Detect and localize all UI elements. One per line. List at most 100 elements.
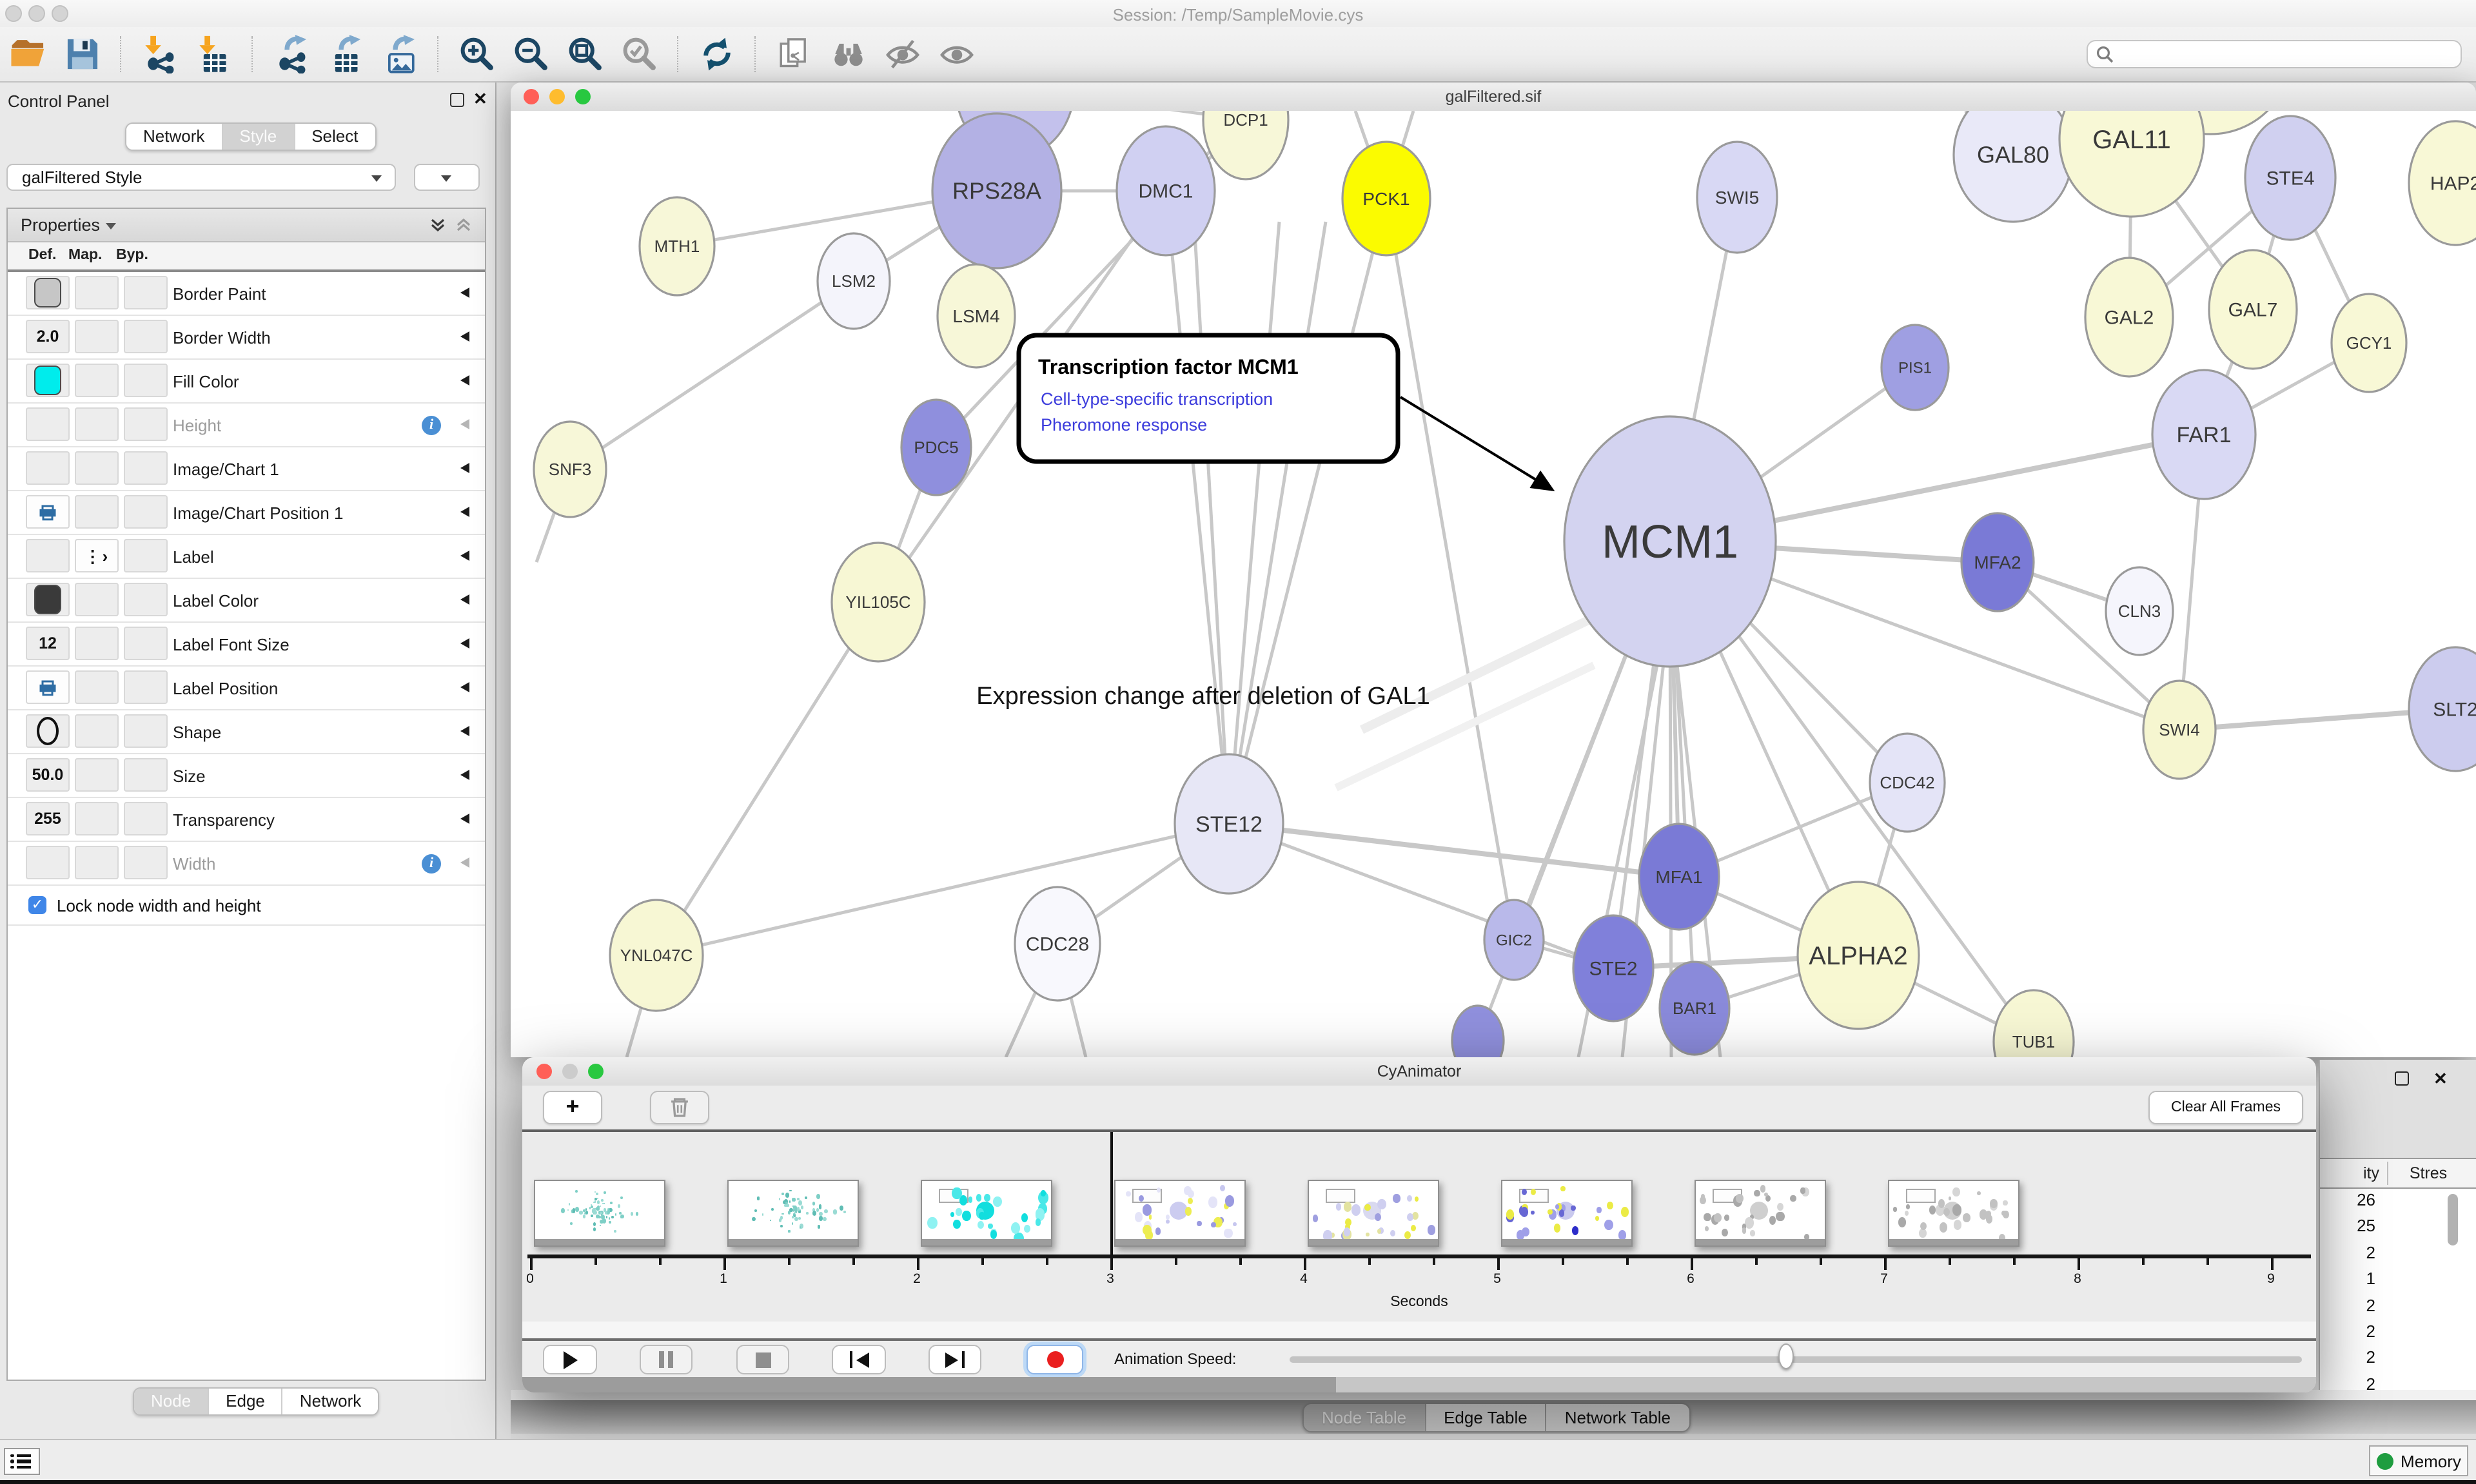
network-node-mfa1[interactable]: MFA1	[1638, 823, 1720, 931]
network-node-mfa2[interactable]: MFA2	[1960, 512, 2035, 612]
frame-thumbnail-0[interactable]	[534, 1180, 665, 1247]
bypass-cell[interactable]	[124, 670, 168, 704]
edge[interactable]	[654, 601, 880, 957]
expand-property-icon[interactable]	[460, 682, 469, 692]
tab-select[interactable]: Select	[295, 124, 375, 150]
lock-size-checkbox[interactable]: ✓	[28, 896, 46, 914]
table-row[interactable]: 26	[2320, 1189, 2476, 1215]
edge[interactable]	[1164, 190, 1231, 825]
float-panel-icon[interactable]	[2395, 1071, 2409, 1086]
default-value-cell[interactable]	[26, 714, 70, 748]
edge[interactable]	[1334, 661, 1596, 792]
task-history-button[interactable]	[4, 1448, 40, 1475]
tab-node[interactable]: Node	[134, 1389, 210, 1414]
network-node-dcp1[interactable]: DCP1	[1202, 111, 1290, 181]
edge[interactable]	[1228, 822, 1614, 970]
bypass-cell[interactable]	[124, 451, 168, 485]
network-node-mcm1[interactable]: MCM1	[1563, 415, 1777, 668]
bypass-cell[interactable]	[124, 539, 168, 572]
network-node-cdc28[interactable]: CDC28	[1014, 886, 1101, 1002]
node-table-header[interactable]: ity Stres	[2320, 1159, 2476, 1189]
network-node-hap2[interactable]: HAP2	[2408, 120, 2476, 246]
mapping-cell[interactable]	[75, 758, 119, 792]
default-value-cell[interactable]	[26, 846, 70, 879]
style-options-button[interactable]	[414, 164, 480, 191]
network-node-ste12[interactable]: STE12	[1174, 753, 1284, 895]
network-node-p1[interactable]	[1451, 1004, 1505, 1057]
table-row[interactable]: 2	[2320, 1320, 2476, 1347]
record-button[interactable]	[1027, 1345, 1083, 1374]
bypass-cell[interactable]	[124, 627, 168, 660]
zoom-window-icon[interactable]	[52, 5, 68, 22]
open-session-button[interactable]	[9, 35, 48, 73]
refresh-button[interactable]	[698, 35, 736, 73]
frame-thumbnail-3[interactable]	[1114, 1180, 1246, 1247]
timeline-area[interactable]: 0 1 2 3 4 5 6 7 8 9 Seconds	[522, 1132, 2316, 1338]
default-value-cell[interactable]	[26, 407, 70, 441]
frame-thumbnail-6[interactable]	[1695, 1180, 1826, 1247]
mapping-cell[interactable]	[75, 802, 119, 835]
timeline-playhead[interactable]	[1110, 1132, 1112, 1255]
hide-selected-button[interactable]	[883, 35, 922, 73]
memory-button[interactable]: Memory	[2369, 1445, 2468, 1476]
edge[interactable]	[1227, 221, 1328, 825]
expand-property-icon[interactable]	[460, 638, 469, 649]
tab-network-table[interactable]: Network Table	[1546, 1404, 1689, 1431]
animation-speed-slider[interactable]	[1290, 1356, 2302, 1363]
zoom-in-button[interactable]	[458, 35, 496, 73]
tab-edge-table[interactable]: Edge Table	[1426, 1404, 1547, 1431]
import-network-button[interactable]	[141, 35, 179, 73]
mapping-cell[interactable]	[75, 276, 119, 309]
expand-all-icon[interactable]	[429, 217, 446, 233]
position-icon[interactable]	[26, 670, 70, 704]
network-node-pis1[interactable]: PIS1	[1880, 324, 1950, 411]
default-value-cell[interactable]	[26, 539, 70, 572]
expand-property-icon[interactable]	[460, 375, 469, 386]
save-session-button[interactable]	[63, 35, 102, 73]
tab-edge[interactable]: Edge	[209, 1389, 283, 1414]
close-window-icon[interactable]	[536, 1064, 552, 1079]
bypass-cell[interactable]	[124, 276, 168, 309]
network-node-slt2[interactable]: SLT2	[2408, 646, 2476, 772]
mapping-cell[interactable]	[75, 583, 119, 616]
bypass-cell[interactable]	[124, 320, 168, 353]
float-panel-icon[interactable]	[450, 93, 464, 107]
stop-button[interactable]	[736, 1345, 789, 1374]
properties-header[interactable]: Properties	[8, 209, 485, 242]
mapping-cell[interactable]	[75, 714, 119, 748]
edge[interactable]	[1228, 821, 1680, 879]
network-node-pdc5[interactable]: PDC5	[900, 398, 972, 496]
edge[interactable]	[1384, 198, 1516, 941]
zoom-selected-button[interactable]	[620, 35, 659, 73]
default-value-cell[interactable]	[26, 451, 70, 485]
zoom-out-button[interactable]	[512, 35, 551, 73]
mapping-cell[interactable]	[75, 320, 119, 353]
default-value-cell[interactable]	[26, 276, 70, 309]
edge[interactable]	[569, 279, 855, 471]
edge[interactable]	[1192, 221, 1231, 825]
export-image-button[interactable]	[380, 35, 419, 73]
network-node-mth1[interactable]: MTH1	[638, 196, 716, 297]
expand-property-icon[interactable]	[460, 507, 469, 517]
default-value-cell[interactable]: 2.0	[26, 320, 70, 353]
tab-node-table[interactable]: Node Table	[1304, 1404, 1426, 1431]
network-node-rps28a[interactable]: RPS28A	[931, 112, 1063, 269]
export-table-button[interactable]	[326, 35, 365, 73]
network-node-lsm2[interactable]: LSM2	[816, 232, 891, 330]
tab-style[interactable]: Style	[222, 124, 295, 150]
expand-property-icon[interactable]	[460, 857, 469, 868]
network-node-gal2[interactable]: GAL2	[2084, 257, 2174, 378]
column-stress[interactable]: Stres	[2409, 1164, 2448, 1182]
default-value-cell[interactable]	[26, 583, 70, 616]
table-row[interactable]: 2	[2320, 1242, 2476, 1268]
frame-thumbnail-4[interactable]	[1308, 1180, 1439, 1247]
close-window-icon[interactable]	[524, 89, 539, 104]
minimize-window-icon[interactable]	[562, 1064, 578, 1079]
mapping-cell[interactable]	[75, 451, 119, 485]
expand-property-icon[interactable]	[460, 814, 469, 824]
network-node-cln3[interactable]: CLN3	[2105, 566, 2174, 656]
mapping-cell[interactable]	[75, 364, 119, 397]
close-panel-icon[interactable]: ✕	[473, 89, 487, 108]
minimize-window-icon[interactable]	[549, 89, 565, 104]
network-node-ynl047c[interactable]: YNL047C	[609, 899, 704, 1012]
